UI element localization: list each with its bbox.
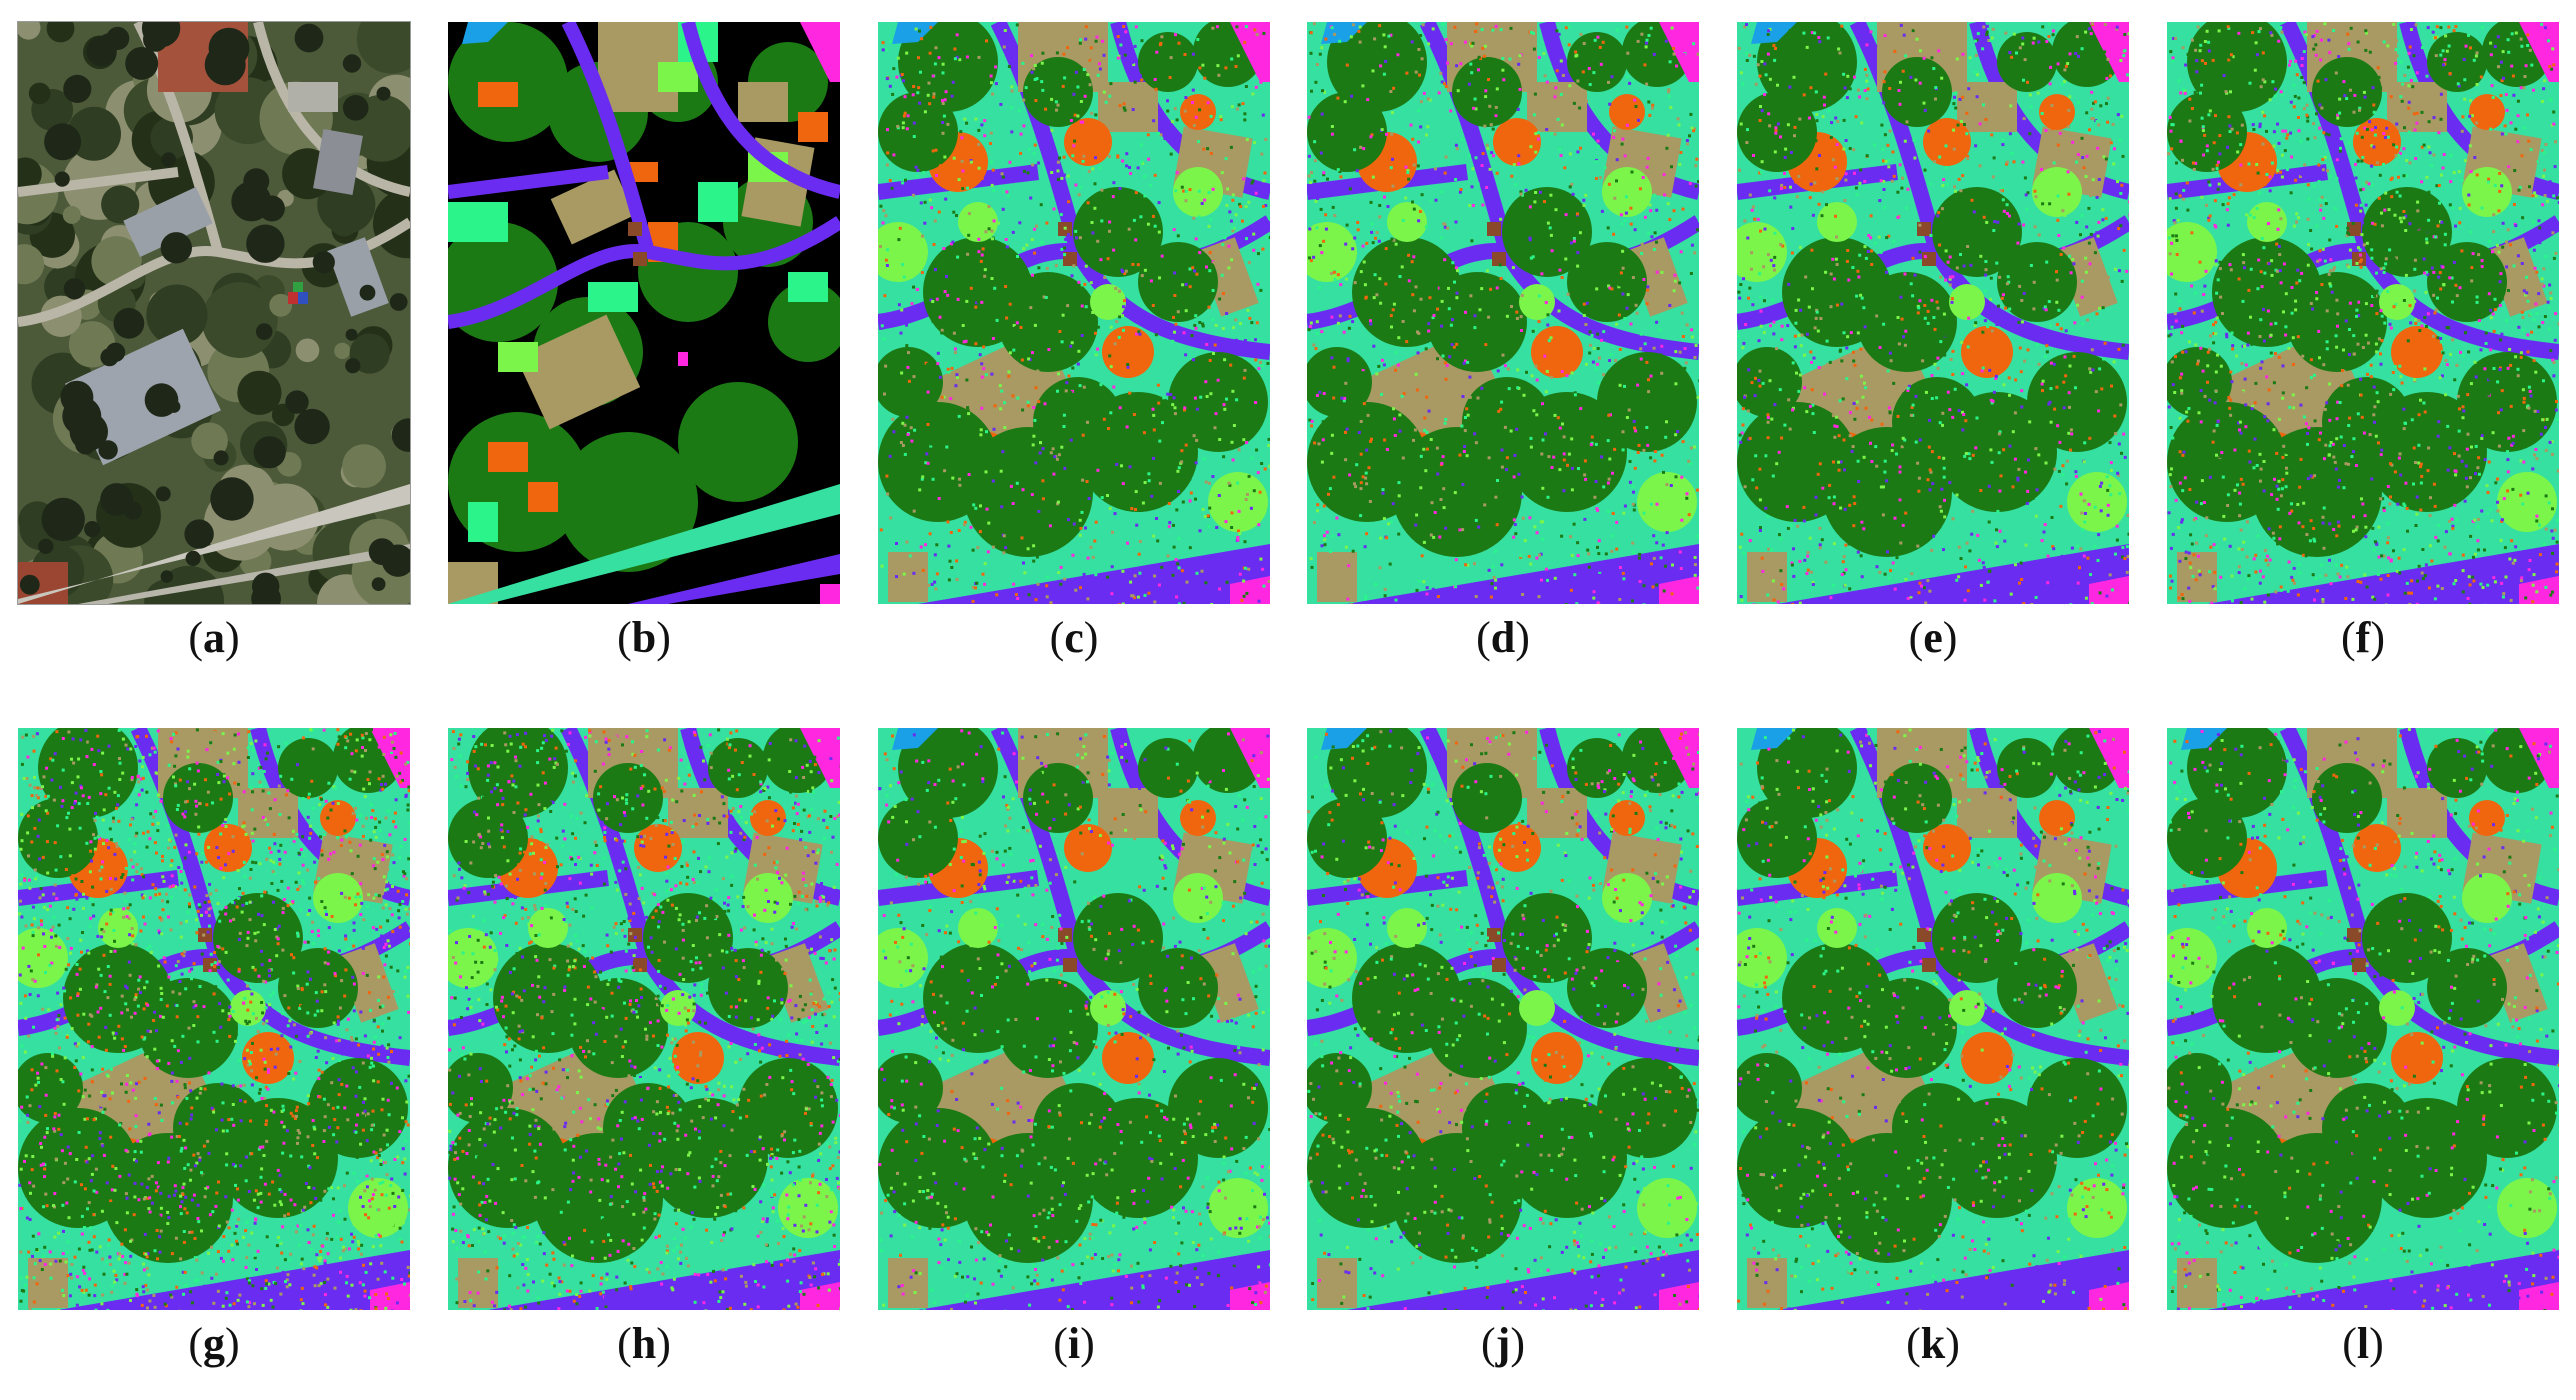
panel-i-caption: (i) xyxy=(878,1318,1270,1370)
caption-close-paren: ) xyxy=(2369,1319,2384,1368)
panel-i-map xyxy=(878,728,1270,1310)
caption-letter: c xyxy=(1064,613,1084,662)
panel-g-caption: (g) xyxy=(18,1318,410,1370)
caption-close-paren: ) xyxy=(1080,1319,1095,1368)
caption-open-paren: ( xyxy=(1049,613,1065,662)
panel-k-map xyxy=(1737,728,2129,1310)
caption-close-paren: ) xyxy=(656,1319,671,1368)
caption-letter: b xyxy=(631,613,657,662)
caption-open-paren: ( xyxy=(617,1319,632,1368)
caption-close-paren: ) xyxy=(1942,613,1958,662)
caption-letter: i xyxy=(1067,1319,1081,1368)
caption-open-paren: ( xyxy=(1906,1319,1921,1368)
caption-close-paren: ) xyxy=(225,1319,240,1368)
panel-e-caption: (e) xyxy=(1737,612,2129,664)
panel-l-image xyxy=(2167,728,2559,1310)
panel-g-image xyxy=(18,728,410,1310)
caption-letter: a xyxy=(203,613,225,662)
caption-close-paren: ) xyxy=(1510,1319,1525,1368)
panel-h-map xyxy=(448,728,840,1310)
caption-open-paren: ( xyxy=(2342,1319,2357,1368)
panel-f-map xyxy=(2167,22,2559,604)
panel-d-caption: (d) xyxy=(1307,612,1699,664)
panel-g-map xyxy=(18,728,410,1310)
caption-open-paren: ( xyxy=(1476,613,1491,662)
panel-e-image xyxy=(1737,22,2129,604)
caption-close-paren: ) xyxy=(656,613,671,662)
panel-j-caption: (j) xyxy=(1307,1318,1699,1370)
panel-e-map xyxy=(1737,22,2129,604)
caption-close-paren: ) xyxy=(2370,613,2385,662)
caption-letter: d xyxy=(1490,613,1516,662)
caption-open-paren: ( xyxy=(188,613,203,662)
caption-close-paren: ) xyxy=(225,613,240,662)
caption-letter: k xyxy=(1920,1319,1946,1368)
caption-letter: l xyxy=(2356,1319,2370,1368)
caption-letter: h xyxy=(631,1319,657,1368)
panel-h-image xyxy=(448,728,840,1310)
panel-i-image xyxy=(878,728,1270,1310)
panel-d-image xyxy=(1307,22,1699,604)
caption-close-paren: ) xyxy=(1945,1319,1960,1368)
panel-b-caption: (b) xyxy=(448,612,840,664)
panel-k-image xyxy=(1737,728,2129,1310)
caption-open-paren: ( xyxy=(617,613,632,662)
caption-open-paren: ( xyxy=(2341,613,2356,662)
panel-f-image xyxy=(2167,22,2559,604)
panel-l-map xyxy=(2167,728,2559,1310)
caption-open-paren: ( xyxy=(1053,1319,1068,1368)
caption-letter: g xyxy=(203,1319,225,1368)
panel-f-caption: (f) xyxy=(2167,612,2559,664)
panel-c-caption: (c) xyxy=(878,612,1270,664)
caption-close-paren: ) xyxy=(1083,613,1099,662)
panel-h-caption: (h) xyxy=(448,1318,840,1370)
panel-b-map xyxy=(448,22,840,604)
caption-open-paren: ( xyxy=(1481,1319,1496,1368)
panel-k-caption: (k) xyxy=(1737,1318,2129,1370)
caption-letter: j xyxy=(1495,1319,1511,1368)
panel-c-image xyxy=(878,22,1270,604)
caption-letter: f xyxy=(2355,613,2371,662)
panel-a-caption: (a) xyxy=(18,612,410,664)
caption-open-paren: ( xyxy=(188,1319,203,1368)
panel-c-map xyxy=(878,22,1270,604)
panel-d-map xyxy=(1307,22,1699,604)
panel-j-map xyxy=(1307,728,1699,1310)
panel-a-image xyxy=(17,21,411,605)
panel-l-caption: (l) xyxy=(2167,1318,2559,1370)
caption-close-paren: ) xyxy=(1515,613,1530,662)
panel-b-image xyxy=(448,22,840,604)
panel-a-map xyxy=(18,22,410,604)
panel-j-image xyxy=(1307,728,1699,1310)
caption-letter: e xyxy=(1923,613,1943,662)
caption-open-paren: ( xyxy=(1908,613,1924,662)
